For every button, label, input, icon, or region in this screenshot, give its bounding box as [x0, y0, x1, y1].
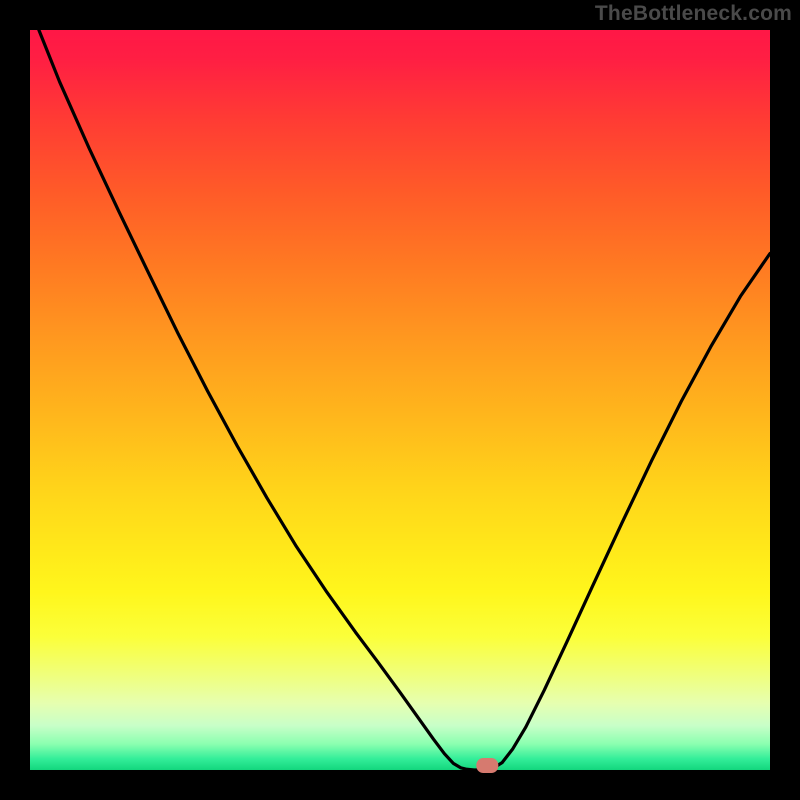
bottleneck-chart	[0, 0, 800, 800]
minimum-marker	[476, 758, 498, 773]
gradient-background	[30, 30, 770, 770]
chart-container: { "watermark": { "text": "TheBottleneck.…	[0, 0, 800, 800]
watermark-text: TheBottleneck.com	[595, 2, 792, 26]
